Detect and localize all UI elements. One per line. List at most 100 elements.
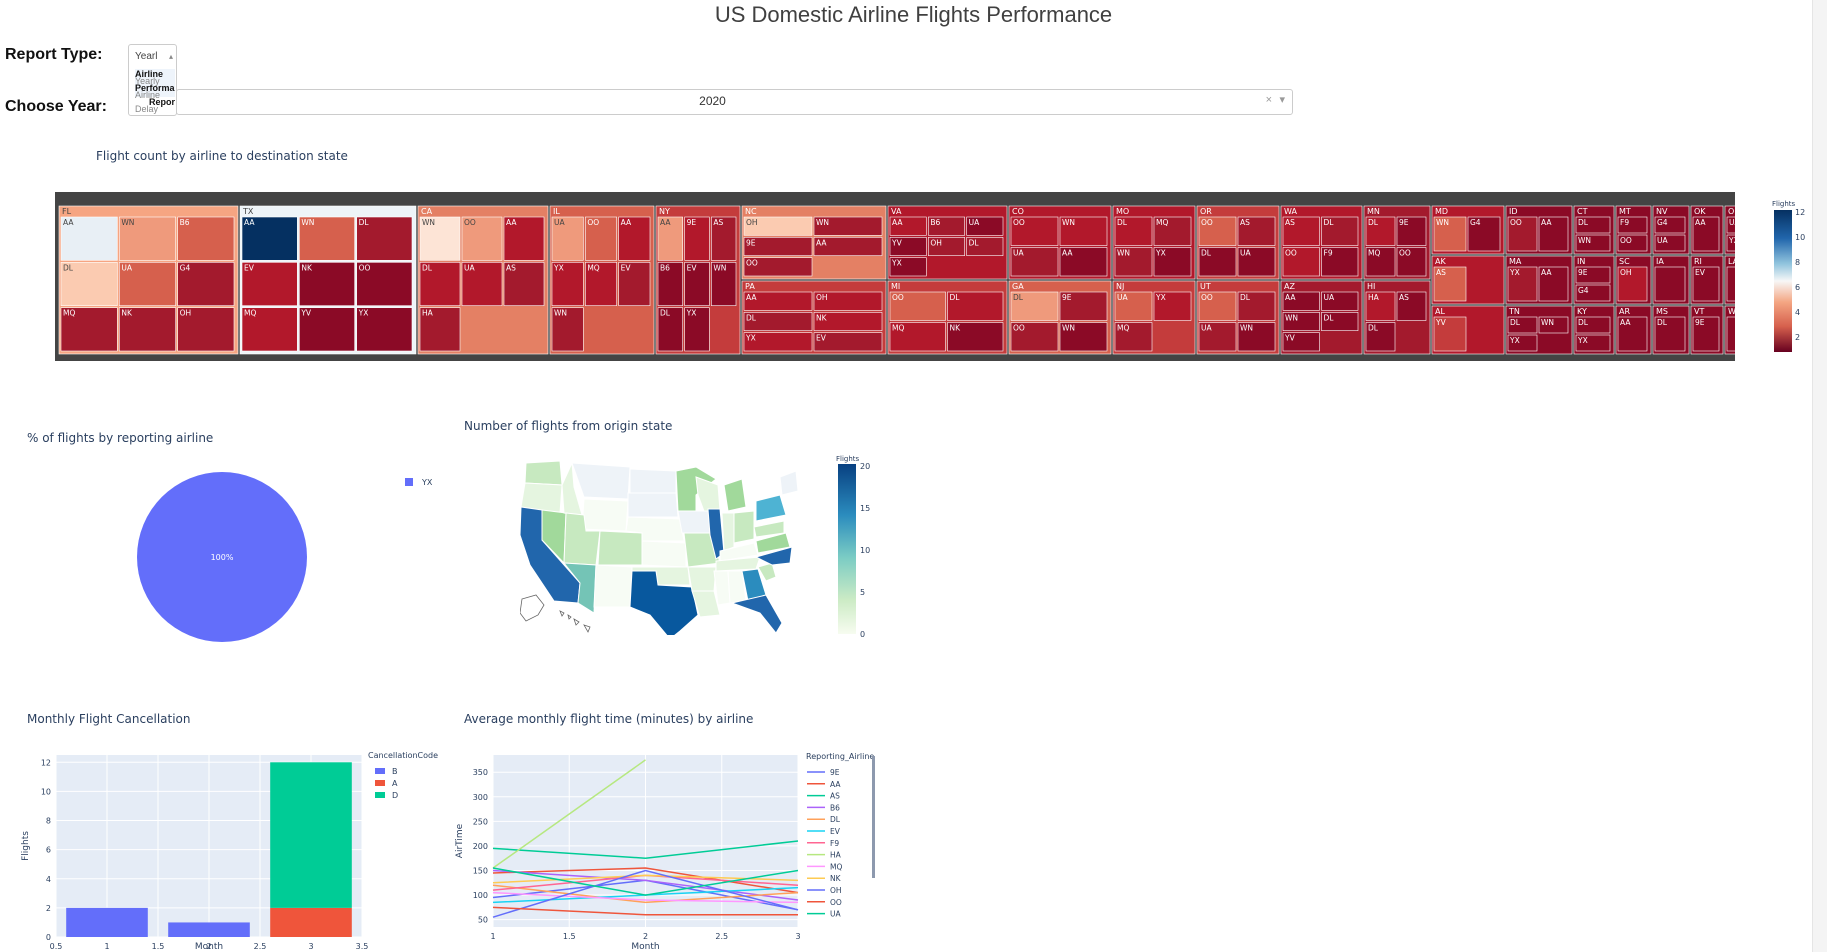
treemap-state-label: VA xyxy=(891,207,902,216)
treemap-airline-box xyxy=(356,262,413,306)
treemap-state-label: PA xyxy=(745,282,755,291)
state-wa[interactable] xyxy=(524,460,563,486)
state-pa[interactable] xyxy=(753,520,785,538)
state-sd[interactable] xyxy=(627,492,679,518)
bar-xtick-label: 1.5 xyxy=(152,942,165,951)
treemap-airline-label: WN xyxy=(1541,318,1554,327)
treemap-airline-label: DL xyxy=(1578,218,1589,227)
treemap-airline-label: UA xyxy=(1117,293,1128,302)
state-ar[interactable] xyxy=(687,566,717,592)
line-series xyxy=(492,869,799,901)
treemap-airline-box xyxy=(1726,316,1735,352)
state-mi[interactable] xyxy=(723,478,747,512)
treemap-airline-box xyxy=(711,216,737,261)
treemap-airline-box xyxy=(889,291,946,321)
treemap-airline-box xyxy=(813,216,883,236)
treemap-airline-label: YV xyxy=(1435,318,1447,327)
clear-icon[interactable]: × xyxy=(1265,94,1272,106)
year-dropdown[interactable]: 2020 × ▾ xyxy=(176,89,1293,115)
state-ky[interactable] xyxy=(719,542,759,562)
treemap-airline-box xyxy=(299,216,355,261)
state-fl[interactable] xyxy=(730,594,783,634)
page-scrollbar[interactable] xyxy=(1812,0,1827,952)
report-type-option-list[interactable]: Airline Yearly Performa Airline Repor De… xyxy=(135,69,176,115)
page-title: US Domestic Airline Flights Performance xyxy=(714,2,1113,27)
line-legend-title: Reporting_Airline xyxy=(806,752,874,761)
treemap-airline-box xyxy=(1237,247,1276,277)
state-co[interactable] xyxy=(597,530,643,566)
treemap-airline-label: NK xyxy=(121,309,133,318)
treemap-airline-label: OH xyxy=(180,309,192,318)
treemap-airline-label: 9E xyxy=(1695,318,1705,327)
treemap-airline-label: WN xyxy=(554,309,567,318)
treemap-airline-box xyxy=(1198,247,1237,277)
treemap-airline-label: EV xyxy=(816,334,827,343)
treemap-airline-label: AA xyxy=(1620,318,1631,327)
treemap-airline-label: NK xyxy=(950,324,962,333)
state-va[interactable] xyxy=(755,532,791,554)
option-yearly-delay[interactable]: Airline Repor Delay xyxy=(135,90,175,115)
state-new-england[interactable] xyxy=(779,470,799,496)
bar-chart[interactable]: 0 2 4 6 8 10 12 0.5 1 1.5 2 2.5 3 3.5 BAD CancellationC… xyxy=(0,740,460,952)
state-oh[interactable] xyxy=(733,510,755,544)
colorbar-tick-label: 0 xyxy=(860,630,865,639)
state-tx[interactable] xyxy=(629,570,699,635)
state-sc[interactable] xyxy=(757,562,777,582)
treemap-airline-label: YV xyxy=(891,238,903,247)
treemap-airline-box xyxy=(1198,291,1237,321)
line-series xyxy=(492,867,799,894)
treemap-state-label: MA xyxy=(1509,257,1522,266)
treemap-airline-box xyxy=(889,257,927,277)
treemap-state-label: WA xyxy=(1284,207,1297,216)
treemap-airline-box xyxy=(743,312,813,331)
treemap-airline-box xyxy=(743,257,813,277)
colorbar-tick-label: 5 xyxy=(860,588,865,597)
treemap-airline-box xyxy=(60,216,118,261)
treemap-airline-box xyxy=(928,237,965,256)
state-la[interactable] xyxy=(691,590,721,618)
state-ny[interactable] xyxy=(755,494,787,522)
report-type-dropdown[interactable]: Yearl ▴ Airline Yearly Performa Airline … xyxy=(128,44,177,116)
treemap-airline-label: WN xyxy=(301,218,314,227)
state-nc[interactable] xyxy=(754,546,793,566)
treemap-state-label: AL xyxy=(1435,307,1445,316)
colorbar-tick-label: 10 xyxy=(1795,233,1805,242)
treemap-airline-label: WN xyxy=(422,218,435,227)
pie-chart[interactable]: 100% YX xyxy=(0,445,460,660)
colorbar-tick-label: 4 xyxy=(1795,308,1800,317)
state-nm[interactable] xyxy=(593,564,633,608)
treemap-airline-label: YX xyxy=(745,334,756,343)
treemap-airline-label: B6 xyxy=(930,218,940,227)
colorbar-tick-label: 2 xyxy=(1795,333,1800,342)
treemap-airline-label: AA xyxy=(892,218,903,227)
state-ks[interactable] xyxy=(641,540,687,568)
treemap-airline-box xyxy=(1692,216,1720,252)
treemap-airline-box xyxy=(684,307,710,352)
state-in[interactable] xyxy=(721,512,735,552)
treemap-airline-box xyxy=(461,216,503,261)
pie-title: % of flights by reporting airline xyxy=(27,431,214,445)
bar-segment xyxy=(168,922,250,937)
line-xtick-label: 2 xyxy=(643,932,648,941)
line-chart[interactable]: 50 100 150 200 250 300 350 1 1.5 2 2.5 3 9E AA AS B6 DL E… xyxy=(440,740,880,952)
state-nd[interactable] xyxy=(629,468,677,494)
treemap-chart[interactable]: FL AA WN B6 DL UA G4 MQ NK OH TX AA WN DL EV NK OO MQ YV YX… xyxy=(55,192,1735,361)
treemap-airline-box xyxy=(551,262,584,306)
state-id[interactable] xyxy=(561,461,583,516)
state-wi[interactable] xyxy=(695,476,721,512)
treemap-state-label: TX xyxy=(242,207,254,216)
treemap-airline-label: G4 xyxy=(1470,218,1481,227)
treemap-airline-label: NK xyxy=(816,313,828,322)
treemap-airline-box xyxy=(1396,291,1427,321)
treemap-airline-box xyxy=(1059,247,1108,277)
chevron-down-icon[interactable]: ▾ xyxy=(1279,94,1285,106)
treemap-airline-box xyxy=(241,307,298,352)
option-yearly-performance[interactable]: Airline Yearly Performa xyxy=(135,69,175,97)
state-ia[interactable] xyxy=(677,510,711,534)
state-mt[interactable] xyxy=(571,462,631,500)
state-wy[interactable] xyxy=(581,498,629,532)
treemap-airline-label: 9E xyxy=(1578,268,1588,277)
state-az[interactable] xyxy=(562,562,597,614)
treemap-airline-box xyxy=(1538,216,1569,252)
us-choropleth-map[interactable] xyxy=(520,455,800,635)
